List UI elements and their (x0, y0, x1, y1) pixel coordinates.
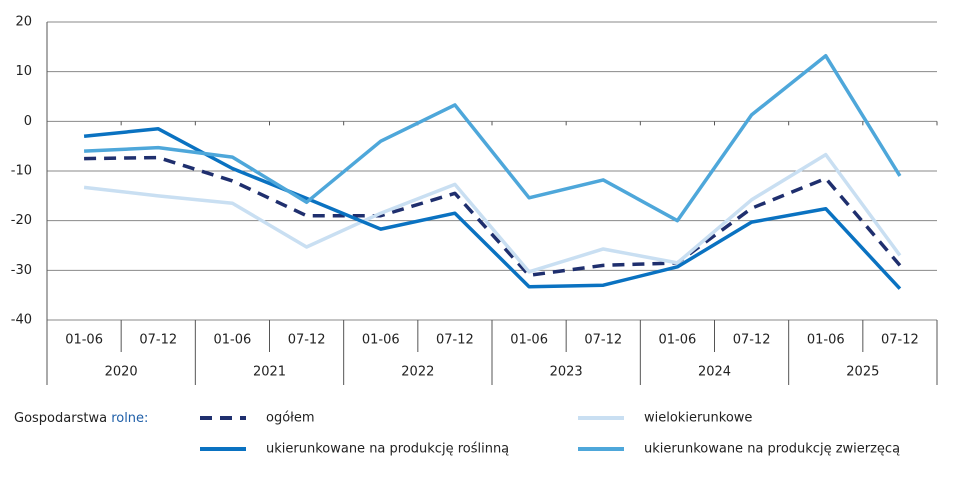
x-tick-label: 07-12 (288, 333, 326, 348)
legend-title-part: Gospodarstwa (14, 411, 107, 426)
y-tick-label: -30 (11, 263, 32, 278)
x-tick-label: 01-06 (510, 333, 548, 348)
legend-label: ukierunkowane na produkcję zwierzęcą (644, 442, 900, 457)
y-tick-label: 10 (15, 64, 32, 79)
series-line (84, 54, 902, 223)
legend-label: ogółem (266, 411, 315, 426)
x-group-label: 2020 (105, 365, 138, 380)
x-tick-label: 07-12 (139, 333, 177, 348)
y-tick-label: -20 (11, 213, 32, 228)
x-group-label: 2025 (846, 365, 879, 380)
x-group-label: 2022 (401, 365, 434, 380)
series-line (83, 152, 902, 274)
y-tick-label: 0 (24, 114, 32, 129)
x-tick-label: 01-06 (362, 333, 400, 348)
x-group-label: 2021 (253, 365, 286, 380)
y-tick-label: 20 (15, 15, 32, 30)
x-tick-label: 07-12 (436, 333, 474, 348)
x-tick-label: 01-06 (65, 333, 103, 348)
x-tick-label: 07-12 (733, 333, 771, 348)
y-tick-label: -40 (11, 313, 32, 328)
series-line (83, 127, 902, 290)
x-tick-label: 07-12 (584, 333, 622, 348)
series-line (84, 155, 902, 278)
x-group-label: 2023 (550, 365, 583, 380)
x-tick-label: 01-06 (214, 333, 252, 348)
legend-title: Gospodarstwa rolne: (14, 411, 148, 426)
x-group-label: 2024 (698, 365, 731, 380)
legend-title-part: rolne: (111, 411, 148, 426)
x-tick-label: 07-12 (881, 333, 919, 348)
y-tick-label: -10 (11, 164, 32, 179)
x-tick-label: 01-06 (659, 333, 697, 348)
legend-label: wielokierunkowe (644, 411, 752, 426)
legend-label: ukierunkowane na produkcję roślinną (266, 442, 509, 457)
x-tick-label: 01-06 (807, 333, 845, 348)
